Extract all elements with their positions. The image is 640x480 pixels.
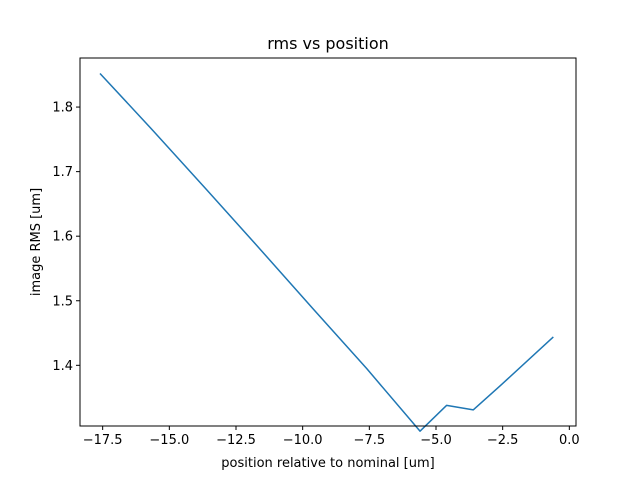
y-axis-label: image RMS [um]	[29, 188, 44, 296]
y-tick-label: 1.7	[52, 165, 73, 180]
series-line	[99, 72, 554, 432]
x-tick-label: −10.0	[283, 433, 323, 448]
x-tick-label: −17.5	[83, 433, 123, 448]
plot-area	[99, 72, 554, 432]
plot-frame	[79, 57, 577, 427]
x-axis: −17.5 −15.0 −12.5 −10.0 −7.5 −5.0 −2.5 0.0	[83, 426, 580, 448]
x-tick-label: −7.5	[354, 433, 386, 448]
y-axis: 1.4 1.5 1.6 1.7 1.8	[52, 101, 80, 374]
y-tick-label: 1.5	[52, 294, 73, 309]
chart-title: rms vs position	[267, 34, 389, 53]
x-tick-label: −2.5	[487, 433, 519, 448]
x-tick-label: −5.0	[420, 433, 452, 448]
y-tick-label: 1.6	[52, 230, 73, 245]
y-tick-label: 1.8	[52, 101, 73, 116]
x-tick-label: 0.0	[559, 433, 580, 448]
x-tick-label: −12.5	[216, 433, 256, 448]
x-tick-label: −15.0	[149, 433, 189, 448]
y-tick-label: 1.4	[52, 359, 73, 374]
x-axis-label: position relative to nominal [um]	[221, 456, 434, 471]
